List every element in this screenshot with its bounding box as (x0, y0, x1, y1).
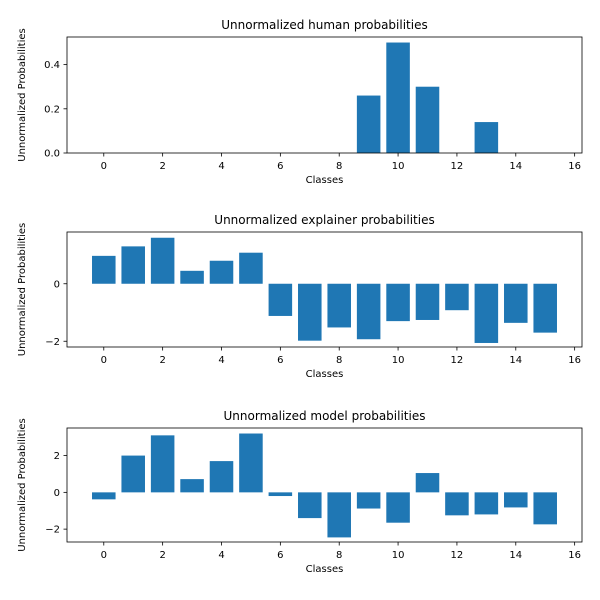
y-tick-label: 0.2 (44, 104, 60, 115)
chart-title: Unnormalized model probabilities (224, 409, 426, 423)
x-tick-label: 8 (336, 550, 342, 561)
x-tick-label: 12 (451, 550, 464, 561)
bar (209, 260, 234, 284)
x-tick-label: 4 (218, 161, 224, 172)
bar (415, 86, 440, 153)
x-tick-label: 6 (277, 355, 283, 366)
x-tick-label: 16 (568, 550, 581, 561)
x-tick-label: 2 (159, 355, 165, 366)
bar (327, 283, 351, 328)
y-axis-label: Unnormalized Probabilities (17, 418, 28, 552)
x-tick-label: 4 (218, 550, 224, 561)
x-tick-label: 12 (451, 161, 464, 172)
bar (150, 237, 175, 284)
bar (121, 455, 145, 493)
bar (180, 479, 204, 493)
x-tick-label: 16 (568, 161, 581, 172)
x-tick-label: 8 (336, 355, 342, 366)
bar (386, 492, 410, 523)
axes-frame (66, 36, 583, 154)
bar (356, 95, 381, 153)
bar (356, 283, 381, 340)
x-tick-label: 16 (568, 355, 581, 366)
x-tick-label: 8 (336, 161, 342, 172)
x-axis-label: Classes (306, 369, 344, 380)
y-axis-label: Unnormalized Probabilities (17, 28, 28, 162)
chart-title: Unnormalized human probabilities (221, 18, 427, 32)
x-tick-label: 6 (277, 550, 283, 561)
x-tick-label: 10 (392, 355, 405, 366)
bar (415, 473, 440, 493)
bar (533, 492, 557, 525)
bar (415, 283, 440, 320)
y-tick-label: −2 (45, 337, 60, 348)
axes-frame (66, 427, 583, 543)
bar (92, 492, 116, 500)
y-axis-label: Unnormalized Probabilities (17, 223, 28, 357)
subplot-2: 0 2 4 6 8 10 12 14 16 −2 0 Unnormalized explainer p… (17, 213, 583, 380)
y-tick-label: −2 (45, 525, 60, 536)
chart-title: Unnormalized explainer probabilities (214, 213, 434, 227)
bar (239, 252, 263, 284)
x-tick-label: 2 (159, 161, 165, 172)
bar (268, 492, 293, 497)
x-tick-label: 12 (451, 355, 464, 366)
subplot-1: 0 2 4 6 8 10 12 14 16 0.0 0.2 0.4 Unnormalized human… (17, 18, 583, 186)
x-tick-label: 0 (101, 355, 107, 366)
y-tick-label: 0.0 (44, 149, 60, 160)
bar (504, 492, 528, 508)
x-tick-label: 6 (277, 161, 283, 172)
x-axis-label: Classes (306, 564, 344, 575)
bar (180, 270, 204, 284)
bar (533, 283, 557, 333)
subplot-3: 0 2 4 6 8 10 12 14 16 −2 0 2 Unnormalized model prob… (17, 409, 583, 575)
bar (209, 461, 234, 493)
y-tick-label: 2 (54, 451, 60, 462)
x-tick-label: 10 (392, 550, 405, 561)
bar (386, 42, 410, 153)
bar (239, 433, 263, 493)
bar (150, 435, 175, 493)
y-tick-label: 0 (54, 488, 60, 499)
y-tick-label: 0.4 (44, 60, 60, 71)
x-tick-label: 0 (101, 161, 107, 172)
y-tick-label: 0 (54, 279, 60, 290)
axes-frame (66, 231, 583, 348)
bar (327, 492, 351, 538)
bar (92, 255, 116, 284)
bar (356, 492, 381, 509)
x-tick-label: 10 (392, 161, 405, 172)
x-tick-label: 14 (509, 355, 522, 366)
bar (445, 492, 469, 516)
bar (386, 283, 410, 322)
bar (298, 492, 322, 519)
x-axis-label: Classes (306, 175, 344, 186)
bar (268, 283, 293, 316)
bar (474, 283, 499, 343)
x-tick-label: 0 (101, 550, 107, 561)
bar (474, 122, 499, 153)
x-tick-label: 4 (218, 355, 224, 366)
bar (121, 246, 145, 284)
bar (298, 283, 322, 341)
x-tick-label: 2 (159, 550, 165, 561)
x-tick-label: 14 (509, 161, 522, 172)
bar (504, 283, 528, 323)
bar (445, 283, 469, 311)
bar (474, 492, 499, 515)
x-tick-label: 14 (509, 550, 522, 561)
